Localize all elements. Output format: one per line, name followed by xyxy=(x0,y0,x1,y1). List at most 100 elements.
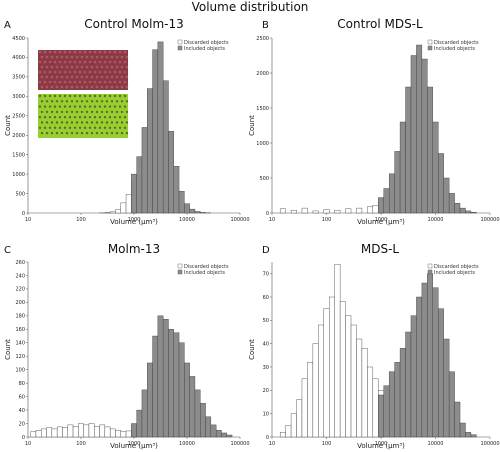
inset-texture-dot xyxy=(90,121,94,124)
inset-texture-dot xyxy=(93,126,97,129)
y-tick-label: 140 xyxy=(15,341,25,347)
inset-texture-dot xyxy=(90,65,94,69)
inset-texture-dot xyxy=(70,121,74,124)
y-tick-label: 2000 xyxy=(256,71,269,77)
included-bar xyxy=(157,41,164,214)
included-bar xyxy=(448,193,455,214)
inset-texture-dot xyxy=(70,55,74,59)
discarded-bar xyxy=(318,324,324,438)
discarded-bar xyxy=(62,427,68,438)
inset-texture-dot xyxy=(43,80,47,84)
inset-texture-dot xyxy=(90,55,94,59)
inset-texture-dot xyxy=(75,65,79,69)
legend-swatch-discarded xyxy=(177,263,183,269)
x-tick-label: 10 xyxy=(269,441,275,447)
y-tick-label: 4000 xyxy=(12,55,25,61)
inset-texture-dot xyxy=(53,70,57,74)
inset-texture-dot xyxy=(50,100,54,103)
included-bar xyxy=(388,173,395,214)
y-tick-label: 260 xyxy=(15,260,25,266)
x-tick-label: 1000 xyxy=(375,441,388,447)
inset-texture-dot xyxy=(118,80,122,84)
inset-texture-dot xyxy=(55,75,59,79)
inset-texture-dot xyxy=(50,131,54,135)
panel-b: B Control MDS-L 0 500 1000 1500 2000 2500 10 100 1… xyxy=(248,17,500,226)
inset-texture-dot xyxy=(115,75,119,79)
discarded-bar xyxy=(115,209,121,214)
included-bar xyxy=(399,348,406,438)
included-bar xyxy=(465,210,472,214)
inset-texture-dot xyxy=(58,116,62,119)
panel-title: Molm-13 xyxy=(108,242,160,256)
inset-texture-dot xyxy=(118,126,122,129)
inset-texture-dot xyxy=(70,131,74,135)
discarded-bar xyxy=(285,425,292,438)
inset-texture-dot xyxy=(63,105,67,108)
included-bar xyxy=(173,166,180,214)
y-axis-label: Count xyxy=(248,115,256,136)
inset-texture-dot xyxy=(45,121,49,124)
inset-texture-dot xyxy=(48,70,52,74)
inset-texture-dot xyxy=(110,75,114,79)
inset-texture-dot xyxy=(50,65,54,69)
included-bar xyxy=(416,44,423,214)
inset-texture-dot xyxy=(105,110,109,114)
included-bar xyxy=(454,202,461,214)
inset-texture-dot xyxy=(115,121,119,124)
inset-texture-dot xyxy=(50,110,54,114)
inset-texture-dot xyxy=(123,94,127,98)
inset-texture-dot xyxy=(98,126,102,129)
included-bar xyxy=(438,153,444,214)
discarded-bar xyxy=(125,194,132,214)
inset-texture-dot xyxy=(85,121,89,124)
inset-texture-dot xyxy=(58,94,62,98)
discarded-bar xyxy=(356,338,363,438)
inset-texture-dot xyxy=(88,105,92,108)
inset-texture-dot xyxy=(58,70,62,74)
inset-texture-dot xyxy=(68,94,72,98)
inset-texture-dot xyxy=(80,110,84,114)
discarded-bar xyxy=(350,324,357,438)
inset-texture-dot xyxy=(110,100,114,103)
inset-texture-dot xyxy=(118,60,122,64)
inset-texture-dot xyxy=(65,85,69,89)
discarded-bar xyxy=(312,343,319,438)
inset-texture-dot xyxy=(118,50,122,54)
discarded-bar xyxy=(88,423,95,438)
y-tick-label: 500 xyxy=(259,176,269,182)
included-bar xyxy=(168,329,174,438)
inset-texture-dot xyxy=(43,70,47,74)
included-bar xyxy=(178,342,185,438)
included-bar xyxy=(416,296,423,438)
discarded-bar xyxy=(334,264,341,438)
inset-texture-dot xyxy=(90,131,94,135)
inset-texture-dot xyxy=(43,94,47,98)
included-bar xyxy=(215,430,222,438)
inset-texture-dot xyxy=(108,60,112,64)
y-tick-label: 3500 xyxy=(12,75,25,81)
y-tick-label: 120 xyxy=(15,354,25,360)
inset-texture-dot xyxy=(48,116,52,119)
inset-texture-dot xyxy=(120,75,124,79)
x-tick-label: 10000 xyxy=(179,217,195,223)
included-bar xyxy=(147,88,153,214)
discarded-bar xyxy=(339,301,346,438)
inset-texture-dot xyxy=(125,55,129,59)
inset-texture-dot xyxy=(88,94,92,98)
inset-texture-dot xyxy=(40,121,44,124)
inset-texture-dot xyxy=(103,116,107,119)
discarded-bar xyxy=(109,428,116,438)
inset-texture-dot xyxy=(80,121,84,124)
inset-texture-dot xyxy=(105,85,109,89)
inset-texture-dot xyxy=(70,75,74,79)
inset-texture-dot xyxy=(50,85,54,89)
discarded-bar xyxy=(307,362,314,438)
inset-texture-dot xyxy=(110,55,114,59)
included-bar xyxy=(383,385,390,438)
inset-texture-dot xyxy=(103,50,107,54)
inset-texture-dot xyxy=(70,110,74,114)
included-bar xyxy=(394,362,401,438)
inset-texture-dot xyxy=(78,50,82,54)
discarded-bar xyxy=(279,432,286,438)
